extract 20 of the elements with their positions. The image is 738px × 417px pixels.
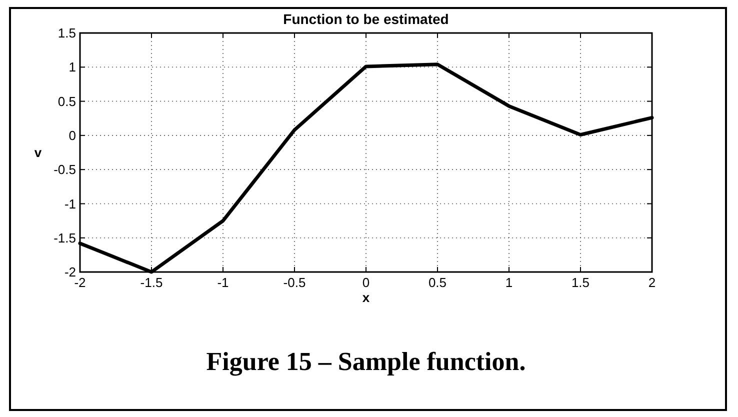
x-tick-label: 1	[505, 275, 513, 290]
x-tick-label: -1	[217, 275, 229, 290]
y-tick-label: -1.5	[54, 230, 76, 246]
y-tick-label: 0.5	[58, 94, 76, 109]
x-tick-label: 2	[648, 275, 656, 290]
x-tick-label: 0.5	[428, 275, 447, 290]
y-tick-label: -1	[64, 196, 76, 212]
x-tick-label: -0.5	[283, 275, 306, 290]
chart-title: Function to be estimated	[283, 11, 449, 27]
y-tick-label: 1.5	[58, 26, 76, 41]
caption: Figure 15 – Sample function.	[206, 347, 526, 376]
y-axis-title: v	[34, 145, 42, 160]
x-tick-label: -1.5	[140, 275, 163, 290]
x-tick-label: 0	[362, 275, 370, 290]
y-tick-label: -0.5	[54, 162, 76, 178]
x-tick-label: 1.5	[571, 275, 590, 290]
y-tick-label: 0	[68, 128, 76, 143]
x-axis-title: x	[362, 290, 370, 305]
y-tick-label: 1	[68, 60, 76, 75]
y-tick-label: -2	[64, 264, 76, 280]
